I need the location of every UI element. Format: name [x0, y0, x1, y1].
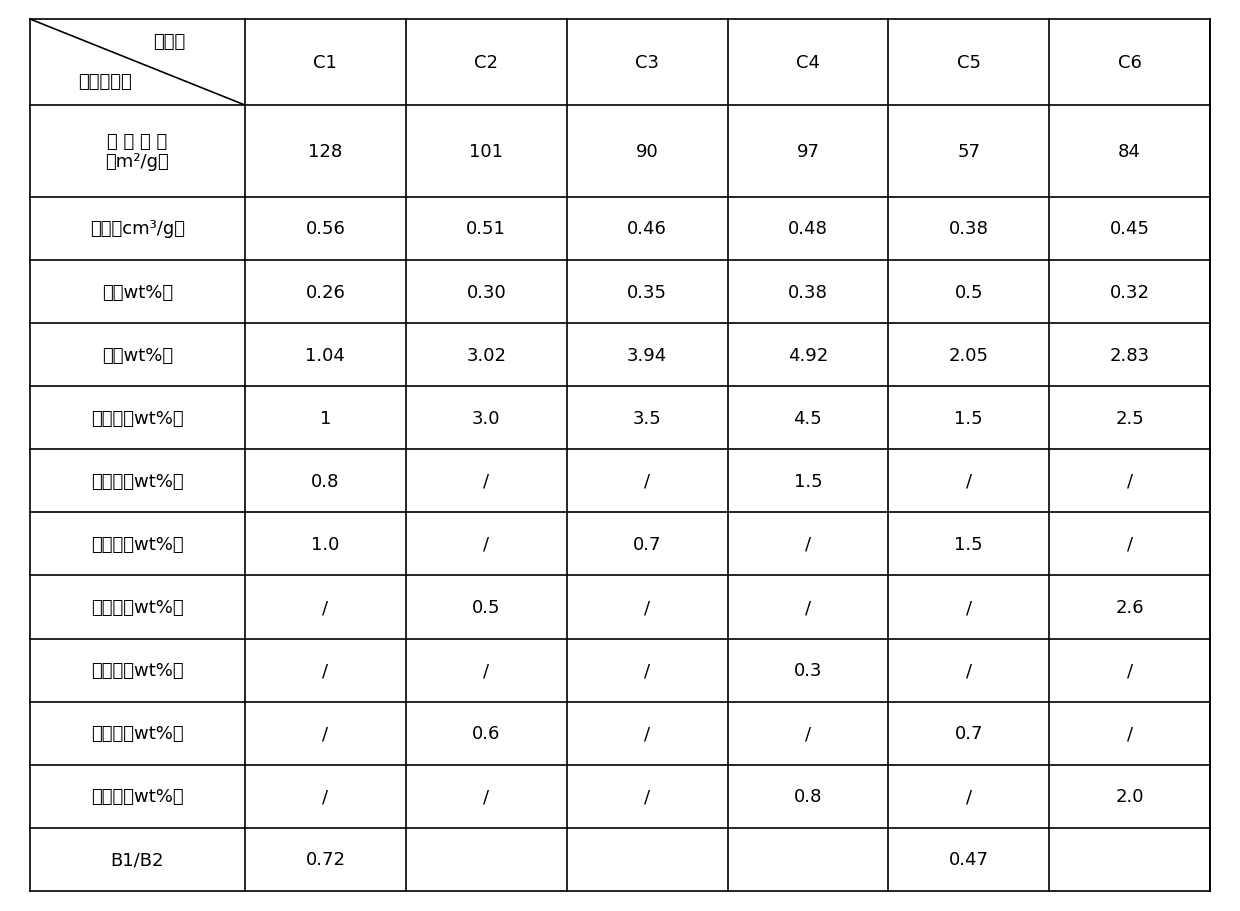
Text: 组成及性质: 组成及性质: [78, 73, 133, 91]
Text: 2.6: 2.6: [1115, 599, 1143, 617]
Text: /: /: [484, 536, 490, 553]
Text: 2.83: 2.83: [1110, 346, 1149, 364]
Text: 57: 57: [957, 143, 981, 160]
Text: 氧化镧（wt%）: 氧化镧（wt%）: [92, 724, 184, 742]
Text: 1.5: 1.5: [955, 536, 983, 553]
Text: 氧化钙（wt%）: 氧化钙（wt%）: [92, 599, 184, 617]
Text: 1.5: 1.5: [955, 409, 983, 427]
Text: 0.6: 0.6: [472, 724, 501, 742]
Text: 比 表 面 积
（m²/g）: 比 表 面 积 （m²/g）: [105, 132, 170, 171]
Text: /: /: [322, 599, 329, 617]
Text: 0.45: 0.45: [1110, 220, 1149, 238]
Text: 孔容（cm³/g）: 孔容（cm³/g）: [91, 220, 185, 238]
Text: 101: 101: [469, 143, 503, 160]
Text: /: /: [322, 661, 329, 680]
Text: 钯（wt%）: 钯（wt%）: [102, 283, 174, 302]
Text: C3: C3: [635, 54, 660, 72]
Text: /: /: [644, 787, 650, 805]
Text: 3.5: 3.5: [632, 409, 661, 427]
Text: 氧化钾（wt%）: 氧化钾（wt%）: [92, 536, 184, 553]
Text: /: /: [322, 724, 329, 742]
Text: 2.0: 2.0: [1115, 787, 1143, 805]
Text: 4.5: 4.5: [794, 409, 822, 427]
Text: 0.72: 0.72: [305, 851, 346, 868]
Text: 128: 128: [309, 143, 342, 160]
Text: 90: 90: [636, 143, 658, 160]
Text: /: /: [966, 661, 972, 680]
Text: 0.7: 0.7: [632, 536, 661, 553]
Text: 3.0: 3.0: [472, 409, 501, 427]
Text: 4.92: 4.92: [787, 346, 828, 364]
Text: 氧化钼（wt%）: 氧化钼（wt%）: [92, 409, 184, 427]
Text: /: /: [966, 472, 972, 490]
Text: 3.02: 3.02: [466, 346, 506, 364]
Text: 0.32: 0.32: [1110, 283, 1149, 302]
Text: 1: 1: [320, 409, 331, 427]
Text: 氧化镁（wt%）: 氧化镁（wt%）: [92, 661, 184, 680]
Text: 0.7: 0.7: [955, 724, 983, 742]
Text: 0.56: 0.56: [305, 220, 346, 238]
Text: 2.5: 2.5: [1115, 409, 1145, 427]
Text: 氧化铈（wt%）: 氧化铈（wt%）: [92, 787, 184, 805]
Text: 0.38: 0.38: [787, 283, 828, 302]
Text: /: /: [644, 472, 650, 490]
Text: /: /: [1126, 536, 1132, 553]
Text: 催化剂: 催化剂: [154, 33, 186, 50]
Text: /: /: [484, 472, 490, 490]
Text: C6: C6: [1117, 54, 1142, 72]
Text: C2: C2: [474, 54, 498, 72]
Text: /: /: [322, 787, 329, 805]
Text: /: /: [644, 661, 650, 680]
Text: 0.51: 0.51: [466, 220, 506, 238]
Text: 0.3: 0.3: [794, 661, 822, 680]
Text: /: /: [644, 599, 650, 617]
Text: 0.30: 0.30: [466, 283, 506, 302]
Text: /: /: [484, 787, 490, 805]
Text: /: /: [966, 599, 972, 617]
Text: 0.38: 0.38: [949, 220, 988, 238]
Text: 0.46: 0.46: [627, 220, 667, 238]
Text: /: /: [484, 661, 490, 680]
Text: 97: 97: [796, 143, 820, 160]
Text: 1.0: 1.0: [311, 536, 340, 553]
Text: 0.5: 0.5: [472, 599, 501, 617]
Text: /: /: [1126, 472, 1132, 490]
Text: 0.5: 0.5: [955, 283, 983, 302]
Text: 氧化锂（wt%）: 氧化锂（wt%）: [92, 472, 184, 490]
Text: /: /: [966, 787, 972, 805]
Text: /: /: [1126, 724, 1132, 742]
Text: /: /: [644, 724, 650, 742]
Text: 镍（wt%）: 镍（wt%）: [102, 346, 174, 364]
Text: C1: C1: [314, 54, 337, 72]
Text: 0.35: 0.35: [627, 283, 667, 302]
Text: 1.5: 1.5: [794, 472, 822, 490]
Text: 2.05: 2.05: [949, 346, 988, 364]
Text: /: /: [1126, 661, 1132, 680]
Text: 0.8: 0.8: [794, 787, 822, 805]
Text: 0.26: 0.26: [305, 283, 346, 302]
Text: 1.04: 1.04: [305, 346, 346, 364]
Text: /: /: [805, 724, 811, 742]
Text: 84: 84: [1118, 143, 1141, 160]
Text: 3.94: 3.94: [627, 346, 667, 364]
Text: B1/B2: B1/B2: [110, 851, 164, 868]
Text: C5: C5: [957, 54, 981, 72]
Text: /: /: [805, 536, 811, 553]
Text: /: /: [805, 599, 811, 617]
Text: 0.8: 0.8: [311, 472, 340, 490]
Text: C4: C4: [796, 54, 820, 72]
Text: 0.47: 0.47: [949, 851, 988, 868]
Text: 0.48: 0.48: [787, 220, 828, 238]
